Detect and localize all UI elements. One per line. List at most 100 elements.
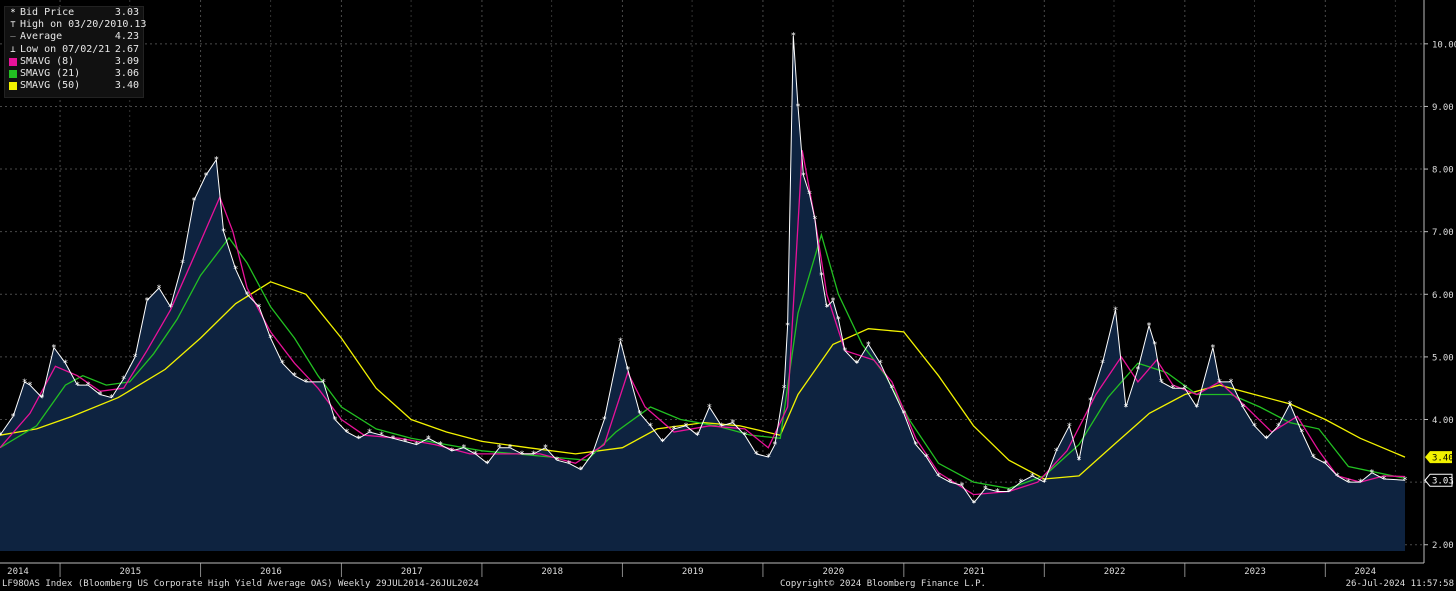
- price-point: *: [1211, 344, 1216, 354]
- series-line-smavg-8-: [0, 150, 1406, 496]
- price-point: *: [1077, 456, 1082, 466]
- price-point: *: [1311, 453, 1316, 463]
- price-point: *: [924, 453, 929, 463]
- price-point: *: [754, 450, 759, 460]
- series-line-smavg-21-: [0, 232, 1406, 490]
- x-tick-label: 2017: [401, 567, 423, 577]
- legend-item: SMAVG (50) 3.40: [5, 80, 143, 92]
- price-point: *: [1171, 384, 1176, 394]
- last-value-tag: [1424, 473, 1453, 487]
- price-point: *: [1300, 428, 1305, 438]
- price-point: *: [133, 353, 138, 363]
- price-point: *: [855, 359, 860, 369]
- series-line-smavg-50-: [0, 281, 1406, 480]
- price-point: *: [902, 409, 907, 419]
- price-point: *: [321, 378, 326, 388]
- price-point: *: [1335, 472, 1340, 482]
- price-point: *: [638, 409, 643, 419]
- price-point: *: [695, 431, 700, 441]
- price-point: *: [192, 196, 197, 206]
- price-point: *: [1229, 378, 1234, 388]
- price-point: *: [531, 450, 536, 460]
- price-point: *: [983, 484, 988, 494]
- price-point: *: [1217, 378, 1222, 388]
- price-point: *: [180, 259, 185, 269]
- price-point: *: [414, 441, 419, 451]
- price-point: *: [333, 416, 338, 426]
- price-point: *: [960, 481, 965, 491]
- price-point: *: [791, 32, 796, 42]
- price-point: *: [785, 322, 790, 332]
- price-point: *: [731, 419, 736, 429]
- price-point: *: [773, 441, 778, 451]
- price-point: *: [972, 499, 977, 509]
- price-point: *: [168, 303, 173, 313]
- price-point: *: [86, 381, 91, 391]
- price-point: *: [485, 459, 490, 469]
- x-tick-label: 2020: [823, 567, 845, 577]
- price-point: *: [121, 375, 126, 385]
- price-point: *: [109, 394, 114, 404]
- x-tick-label: 2024: [1354, 567, 1376, 577]
- y-tick-label: 7.00: [1432, 228, 1454, 238]
- price-point: *: [145, 297, 150, 307]
- price-point: *: [1147, 322, 1152, 332]
- price-point: *: [1067, 422, 1072, 432]
- price-point: *: [555, 456, 560, 466]
- price-point: *: [40, 394, 45, 404]
- price-point: *: [75, 381, 80, 391]
- price-point: *: [825, 303, 830, 313]
- price-point: *: [520, 450, 525, 460]
- price-point: *: [626, 365, 631, 375]
- price-point: *: [1159, 378, 1164, 388]
- price-point: *: [462, 444, 467, 454]
- y-tick-label: 8.00: [1432, 166, 1454, 176]
- price-point: *: [63, 359, 68, 369]
- price-area-fill: [0, 35, 1405, 551]
- legend-label: SMAVG (21): [20, 67, 81, 79]
- price-point: *: [1136, 365, 1141, 375]
- price-point: *: [743, 431, 748, 441]
- price-point: *: [450, 447, 455, 457]
- last-value-text: 3.40: [1432, 454, 1454, 464]
- price-point: *: [268, 334, 273, 344]
- price-point: *: [257, 303, 262, 313]
- legend-label: SMAVG (50): [20, 80, 81, 92]
- price-point: *: [796, 102, 801, 112]
- series-lines: [0, 35, 1406, 504]
- legend-label: Bid Price: [20, 7, 75, 18]
- price-point: *: [1088, 397, 1093, 407]
- x-tick-label: 2019: [682, 567, 704, 577]
- legend-value: 3.40: [114, 80, 139, 92]
- price-point: *: [831, 297, 836, 307]
- price-point: *: [782, 384, 787, 394]
- price-point: *: [807, 190, 812, 200]
- legend-label: Average: [20, 31, 63, 43]
- price-point: *: [1241, 403, 1246, 413]
- price-point: *: [1195, 403, 1200, 413]
- price-point: *: [214, 156, 219, 166]
- price-point: *: [391, 434, 396, 444]
- legend-item: – Average 4.23: [5, 31, 143, 43]
- legend-value: 3.03: [114, 7, 139, 18]
- price-point: *: [936, 472, 941, 482]
- x-tick-label: 2022: [1104, 567, 1126, 577]
- price-point: *: [1370, 469, 1375, 479]
- price-point: *: [672, 425, 677, 435]
- series-line-bid-price: [0, 35, 1406, 504]
- price-point: *: [379, 431, 384, 441]
- price-point: *: [357, 434, 362, 444]
- chart: * * * * * * * * * * * * * * * * * * * * * * * * * * * * * * * * * * * * * * * *…: [0, 0, 1456, 578]
- y-tick-label: 10.00: [1432, 40, 1456, 50]
- price-point: *: [1054, 447, 1059, 457]
- price-point: *: [948, 478, 953, 488]
- price-point: *: [204, 171, 209, 181]
- y-tick-label: 2.00: [1432, 541, 1454, 551]
- star-marker-icon: *: [10, 8, 16, 19]
- price-point: *: [11, 412, 16, 422]
- price-point: *: [866, 340, 871, 350]
- price-point: *: [813, 215, 818, 225]
- price-point: *: [1113, 306, 1118, 316]
- price-point: *: [719, 422, 724, 432]
- last-value-tag: [1425, 451, 1452, 464]
